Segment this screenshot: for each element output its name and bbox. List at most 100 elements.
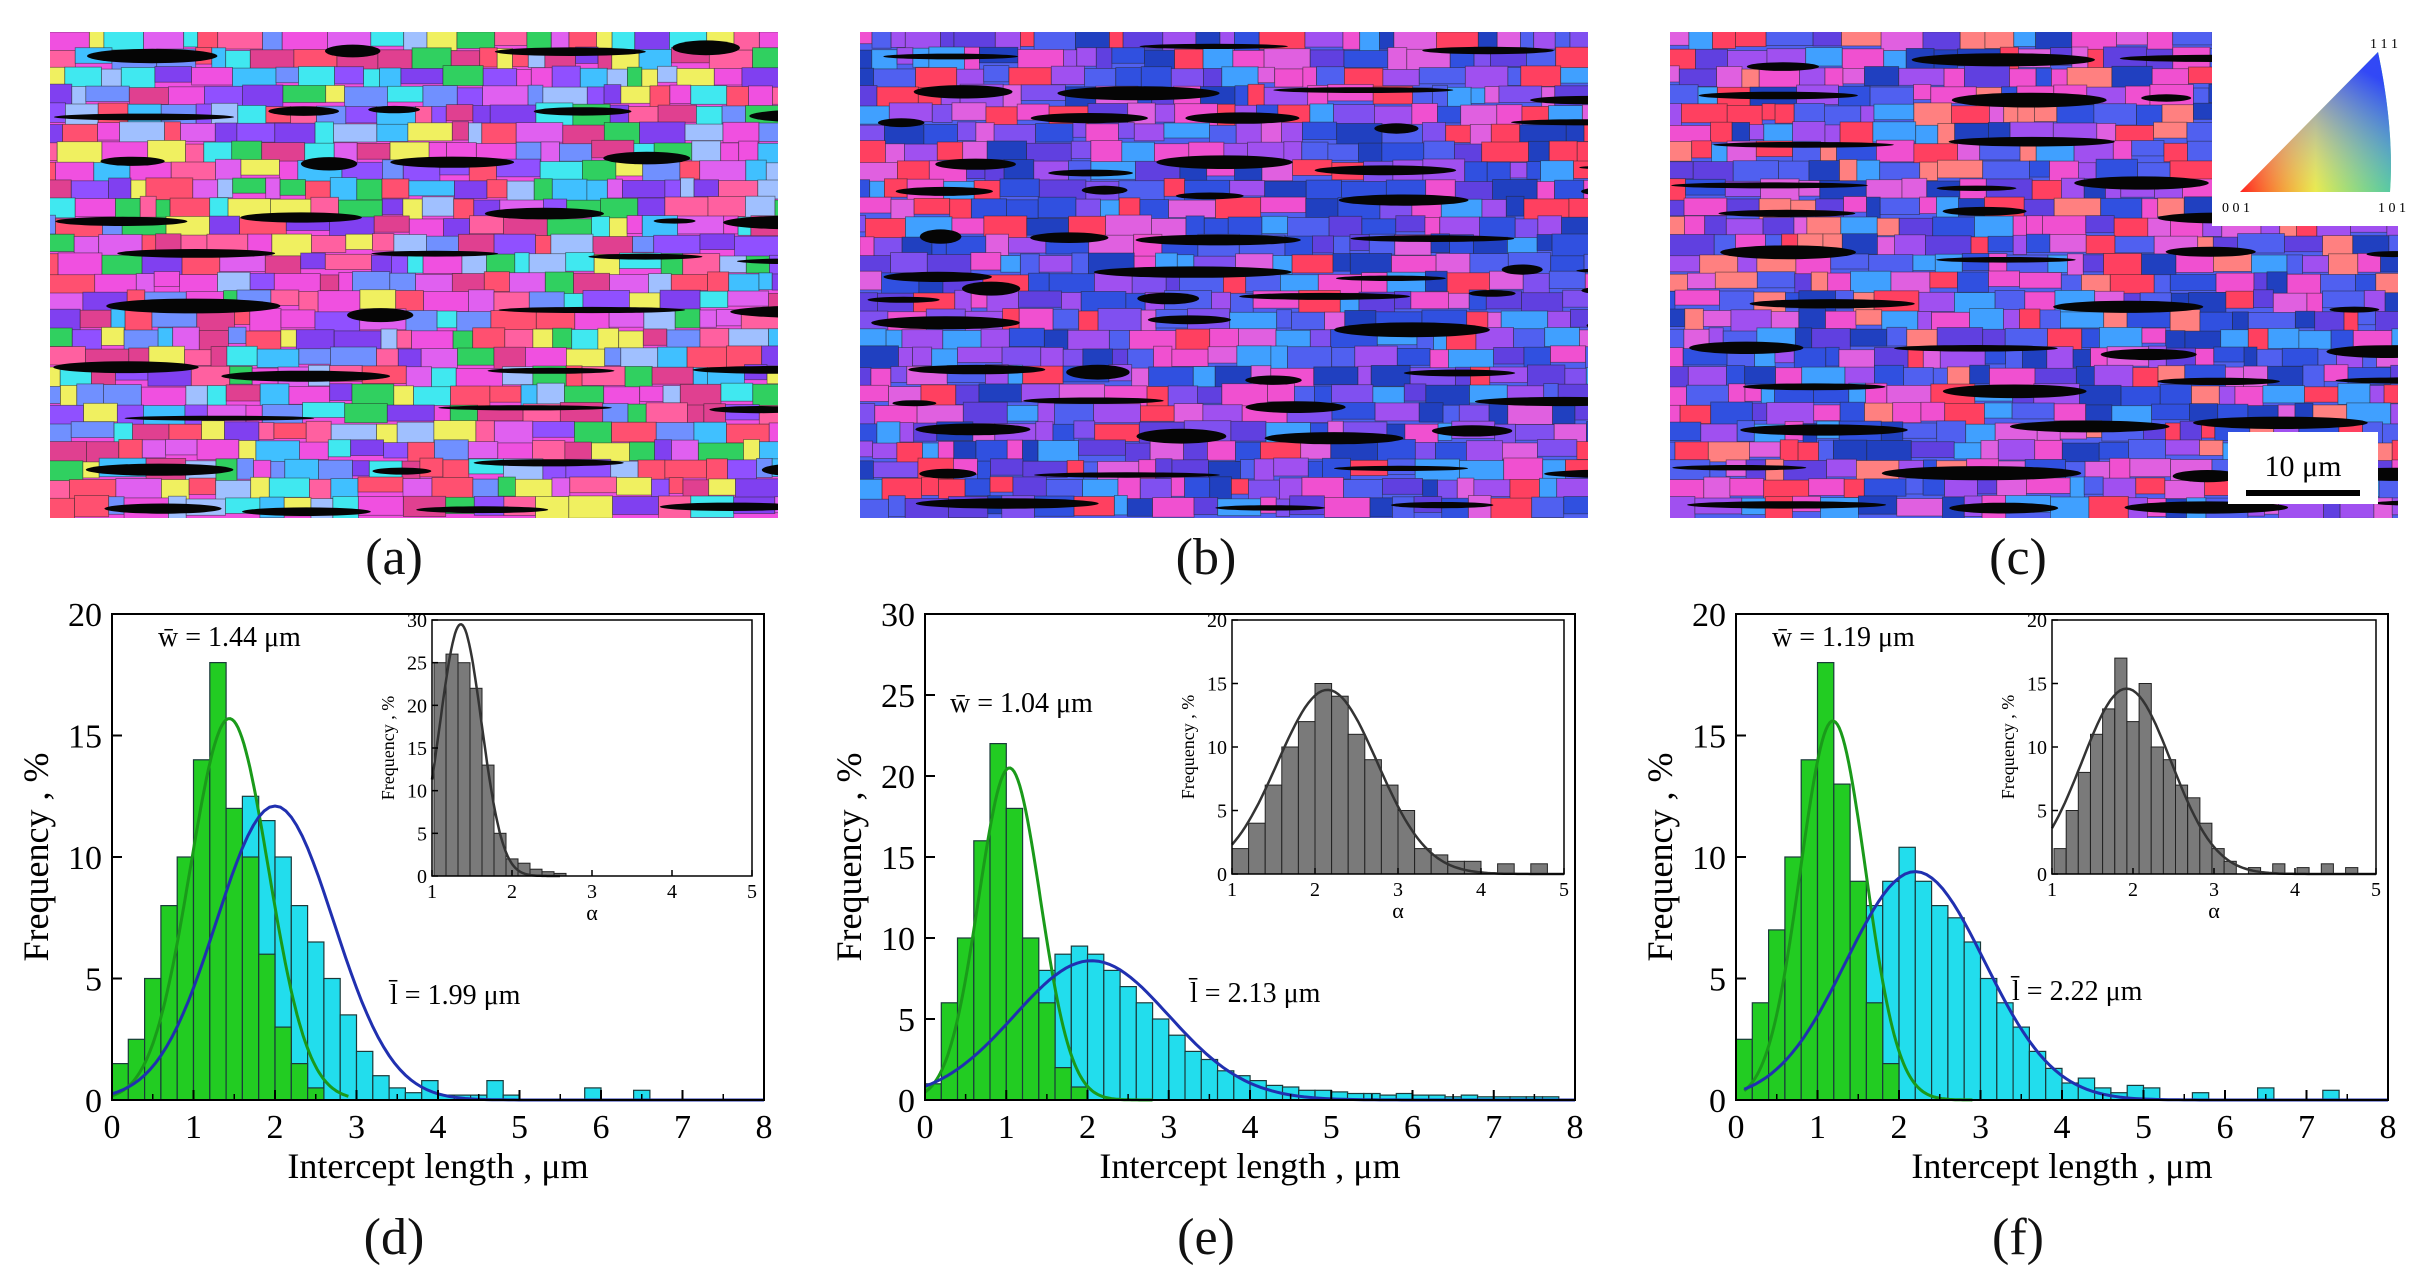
- inset-bar: [2320, 863, 2334, 875]
- width-bar: [1038, 1002, 1056, 1101]
- unindexed-band: [124, 415, 315, 421]
- unindexed-band: [1474, 396, 1588, 407]
- unindexed-band: [883, 271, 992, 282]
- unindexed-band: [723, 215, 778, 230]
- x-tick-label: 8: [756, 1109, 773, 1146]
- length-bar: [1200, 1058, 1219, 1101]
- y-tick-label: 5: [85, 962, 102, 999]
- unindexed-band: [895, 186, 993, 196]
- unindexed-band: [1742, 383, 1886, 391]
- inset-y-axis-label: Frequency , %: [1178, 695, 1198, 799]
- grain: [1563, 496, 1588, 515]
- grain: [2391, 439, 2398, 462]
- x-tick-label: 5: [1323, 1109, 1340, 1146]
- inset-y-tick-label: 5: [417, 823, 427, 845]
- unindexed-band: [242, 507, 371, 516]
- unindexed-band: [1687, 501, 1887, 509]
- length-bar: [1914, 880, 1933, 1101]
- unindexed-band: [1023, 397, 1164, 404]
- y-tick-label: 10: [881, 921, 915, 958]
- width-bar: [144, 977, 162, 1101]
- unindexed-band: [692, 366, 778, 374]
- unindexed-band: [1698, 91, 1858, 100]
- inset-x-tick-label: 3: [1393, 879, 1403, 901]
- grain: [1585, 346, 1588, 373]
- unindexed-band: [1720, 245, 1856, 260]
- unindexed-band: [871, 316, 1020, 330]
- inset-bar: [1347, 733, 1366, 875]
- unindexed-band: [1949, 502, 2059, 514]
- inset-bar: [1314, 683, 1333, 875]
- unindexed-band: [1139, 43, 1288, 49]
- unindexed-band: [53, 361, 199, 374]
- unindexed-band: [498, 306, 686, 314]
- length-bar: [1086, 953, 1105, 1101]
- unindexed-band: [1147, 315, 1231, 325]
- inset-bar: [2162, 759, 2177, 875]
- ipf-key: 1 1 1 0 0 1 1 0 1: [2222, 37, 2406, 216]
- unindexed-band: [1245, 401, 1346, 413]
- x-tick-label: 1: [1809, 1109, 1826, 1146]
- inset-bar: [481, 764, 495, 877]
- width-bar: [274, 1026, 292, 1101]
- inset-bar: [1281, 746, 1299, 875]
- inset-x-tick-label: 1: [2047, 879, 2057, 901]
- unindexed-band: [1718, 209, 1856, 217]
- inset-x-tick-label: 2: [2128, 879, 2138, 901]
- w-mean-annotation: w̄ = 1.04 μm: [950, 688, 1093, 719]
- unindexed-band: [659, 502, 778, 511]
- inset-x-tick-label: 5: [747, 881, 757, 903]
- grain-map: [50, 32, 778, 518]
- inset-bar: [1264, 784, 1283, 875]
- inset-y-tick-label: 0: [2037, 864, 2047, 886]
- unindexed-band: [1468, 290, 1516, 297]
- unindexed-band: [892, 400, 937, 407]
- unindexed-band: [672, 40, 740, 56]
- unindexed-band: [761, 464, 778, 476]
- unindexed-band: [1501, 264, 1543, 275]
- length-bar: [339, 1014, 358, 1101]
- x-tick-label: 4: [430, 1109, 447, 1146]
- x-tick-label: 6: [1404, 1109, 1421, 1146]
- unindexed-band: [915, 423, 1031, 436]
- unindexed-band: [85, 463, 234, 476]
- x-tick-label: 7: [674, 1109, 691, 1146]
- unindexed-band: [1749, 299, 1915, 309]
- unindexed-band: [709, 406, 778, 414]
- length-bar: [1216, 1070, 1235, 1101]
- unindexed-band: [372, 467, 432, 475]
- x-tick-label: 8: [2380, 1109, 2397, 1146]
- unindexed-band: [368, 105, 420, 114]
- unindexed-band: [325, 44, 381, 58]
- length-bar: [355, 1050, 374, 1101]
- unindexed-band: [1135, 234, 1301, 246]
- unindexed-band: [106, 298, 281, 314]
- width-bar: [1865, 1002, 1884, 1101]
- panel-label-f: (f): [1992, 1209, 2044, 1266]
- grain: [772, 86, 778, 105]
- unindexed-band: [2172, 470, 2242, 483]
- grain: [2380, 253, 2398, 273]
- unindexed-band: [1948, 136, 2115, 147]
- ipf-right-label: 1 0 1: [2378, 201, 2406, 216]
- x-tick-label: 8: [1567, 1109, 1584, 1146]
- unindexed-band: [1579, 166, 1588, 169]
- inset-bar: [445, 653, 459, 877]
- length-bar: [1931, 905, 1949, 1101]
- unindexed-band: [877, 118, 925, 128]
- grain: [1562, 289, 1588, 308]
- l-mean-annotation: l̄ = 1.99 μm: [388, 980, 520, 1011]
- inset-y-tick-label: 20: [1207, 610, 1227, 632]
- unindexed-band: [2373, 500, 2398, 506]
- unindexed-band: [300, 157, 358, 171]
- unindexed-band: [1403, 369, 1516, 377]
- unindexed-band: [1740, 424, 1908, 436]
- unindexed-band: [117, 249, 276, 258]
- length-bar: [1184, 1050, 1202, 1101]
- width-bar: [241, 856, 260, 1101]
- panel-label-d: (d): [363, 1209, 425, 1266]
- width-bar: [1070, 1086, 1089, 1101]
- length-bar: [1135, 1002, 1154, 1101]
- y-axis-label: Frequency , %: [16, 753, 56, 962]
